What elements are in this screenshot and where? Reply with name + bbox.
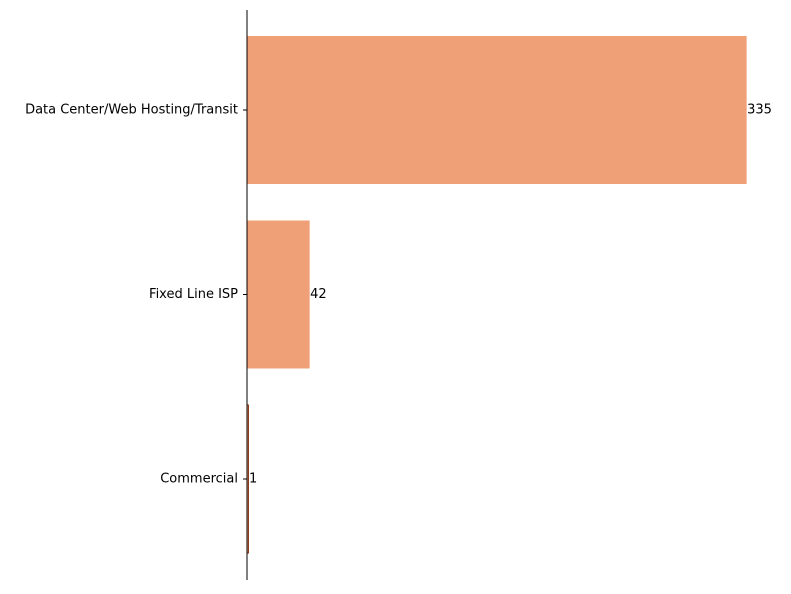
y-tick-labels-group: Data Center/Web Hosting/Transit Fixed Lin… [25,103,247,487]
data-label-2: 42 [310,287,327,302]
y-tick-label-1: Data Center/Web Hosting/Transit [25,103,238,118]
bar-2 [247,220,310,369]
y-tick-label-3: Commercial [160,472,238,487]
bars-group [246,36,747,554]
bar-1 [247,36,747,184]
data-labels-group: 335 42 1 [249,103,772,487]
data-label-3: 1 [249,472,257,487]
data-label-1: 335 [747,103,772,118]
y-tick-label-2: Fixed Line ISP [149,287,238,302]
